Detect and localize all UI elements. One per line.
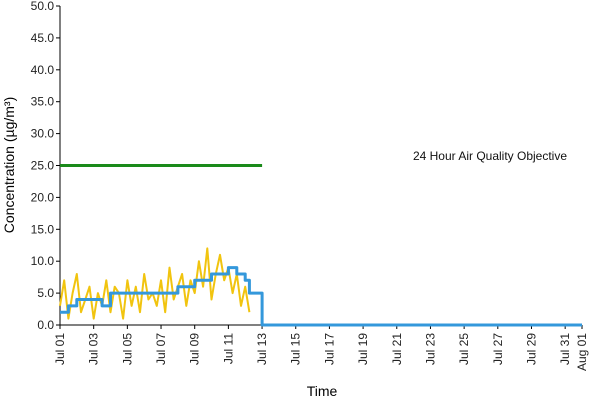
x-tick-label: Jul 15 <box>289 333 303 365</box>
y-tick-label: 25.0 <box>31 159 55 173</box>
x-tick-label: Jul 05 <box>120 333 134 365</box>
y-tick-label: 10.0 <box>31 254 55 268</box>
x-tick-label: Jul 21 <box>390 333 404 365</box>
y-tick-label: 0.0 <box>37 318 54 332</box>
x-tick-label: Jul 09 <box>188 333 202 365</box>
y-tick-label: 15.0 <box>31 222 55 236</box>
y-tick-label: 35.0 <box>31 95 55 109</box>
x-tick-label: Jul 03 <box>87 333 101 365</box>
y-tick-label: 5.0 <box>37 286 54 300</box>
y-tick-label: 30.0 <box>31 127 55 141</box>
x-tick-label: Jul 11 <box>221 333 235 364</box>
y-axis-title: Concentration (µg/m³) <box>1 97 17 233</box>
x-tick-label: Jul 13 <box>255 333 269 365</box>
y-tick-label: 40.0 <box>31 63 55 77</box>
x-tick-label: Jul 23 <box>423 333 437 365</box>
objective-annotation: 24 Hour Air Quality Objective <box>413 149 567 163</box>
y-tick-label: 20.0 <box>31 190 55 204</box>
x-tick-label: Jul 19 <box>356 333 370 365</box>
labels-layer: 0.0 5.0 10.0 15.0 20.0 25.0 30.0 35.0 40.0 45.0 50… <box>31 0 589 371</box>
hourly-line <box>59 247 251 320</box>
daily-mean-line <box>60 266 582 327</box>
x-tick-label: Jul 17 <box>322 333 336 365</box>
axes <box>56 5 583 329</box>
x-tick-label: Jul 27 <box>491 333 505 365</box>
x-tick-label: Jul 25 <box>457 333 471 365</box>
x-axis-title: Time <box>307 383 338 399</box>
x-tick-label: Jul 07 <box>154 333 168 365</box>
y-tick-label: 45.0 <box>31 31 55 45</box>
x-tick-label: Jul 29 <box>524 333 538 365</box>
series-layer <box>59 164 582 327</box>
x-tick-label: Jul 31 <box>558 333 572 365</box>
x-tick-label: Jul 01 <box>53 333 67 365</box>
y-tick-label: 50.0 <box>31 0 55 13</box>
x-tick-label: Aug 01 <box>575 333 589 371</box>
